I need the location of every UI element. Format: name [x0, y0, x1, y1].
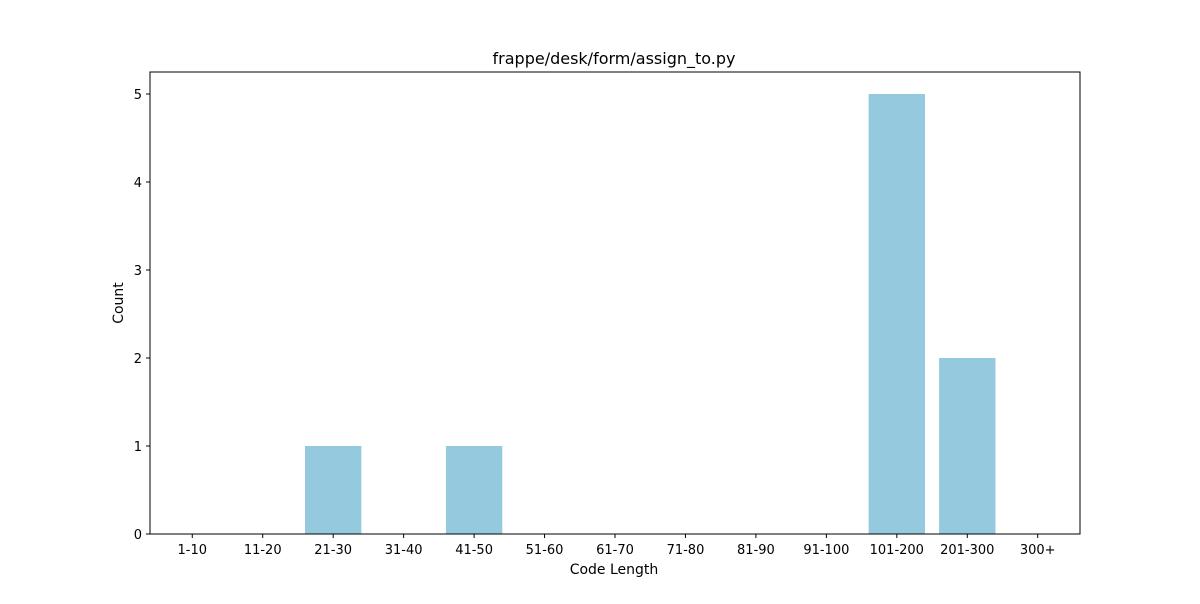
- x-tick-label: 101-200: [870, 543, 924, 558]
- x-axis-ticks: 1-10 11-20 21-30 31-40 41-50 51-60 61-70 71-80 8…: [178, 534, 1056, 558]
- bar-101-200: [868, 94, 925, 534]
- bar-201-300: [939, 358, 996, 534]
- y-tick-label: 0: [134, 528, 142, 543]
- x-tick-label: 21-30: [314, 543, 352, 558]
- x-axis-label: Code Length: [570, 562, 659, 578]
- x-tick-label: 71-80: [667, 543, 705, 558]
- y-tick-label: 2: [134, 352, 142, 367]
- x-tick-label: 41-50: [455, 543, 493, 558]
- x-tick-label: 51-60: [526, 543, 564, 558]
- bar-21-30: [305, 446, 362, 534]
- x-tick-label: 61-70: [596, 543, 634, 558]
- chart-title: frappe/desk/form/assign_to.py: [493, 49, 736, 69]
- bars: [305, 94, 996, 534]
- x-tick-label: 31-40: [385, 543, 423, 558]
- y-axis-ticks: 0 1 2 3 4 5: [134, 88, 150, 543]
- x-tick-label: 300+: [1020, 543, 1056, 558]
- y-axis-label: Count: [111, 282, 127, 324]
- x-tick-label: 201-300: [940, 543, 994, 558]
- x-tick-label: 1-10: [178, 543, 208, 558]
- plot-area-frame: [149, 71, 1081, 535]
- y-tick-label: 3: [134, 264, 142, 279]
- bar-41-50: [445, 446, 503, 534]
- x-tick-label: 81-90: [737, 543, 775, 558]
- y-tick-label: 1: [134, 440, 142, 455]
- x-tick-label: 11-20: [244, 543, 282, 558]
- y-tick-label: 5: [134, 88, 142, 103]
- x-tick-label: 91-100: [803, 543, 849, 558]
- y-tick-label: 4: [134, 176, 142, 191]
